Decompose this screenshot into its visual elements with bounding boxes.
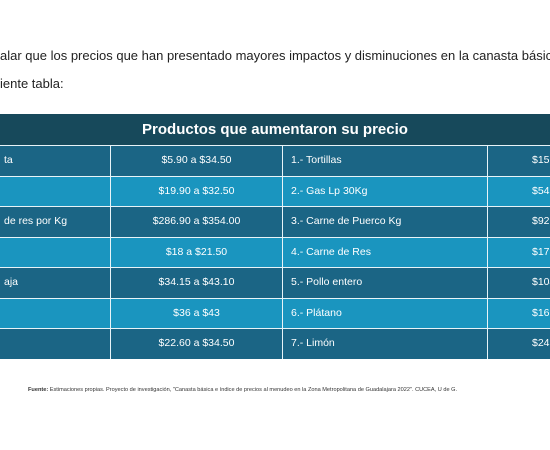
table-cell: $34.15 a $43.10 [110,268,282,298]
table-row: $22.60 a $34.507.- Limón$24.90 [0,328,550,359]
table-cell: 1.- Tortillas [282,146,487,176]
table-cell: $16 a [487,298,550,328]
table-row: de res por Kg $286.90 a $354.00 3.- Carne … [0,206,550,237]
table-cell: $15 [487,146,550,176]
table-title: Productos que aumentaron su precio [0,114,550,145]
table-cell: $5.90 a $34.50 [110,146,282,176]
table-cell: ta [4,154,13,166]
table-cell: $548 [487,176,550,206]
table-cell: 7.- Limón [282,329,487,359]
table-cell: $24.90 [487,329,550,359]
table-cell [0,299,110,329]
footnote: Fuente: Estimaciones propias. Proyecto d… [28,387,548,393]
table-cell: de res por Kg [4,215,68,227]
table-cell: $22.60 a $34.50 [110,329,282,359]
table-cell: $178 [487,237,550,267]
table-row: ta $5.90 a $34.50 1.- Tortillas $15 [0,145,550,176]
table-cell: aja [4,276,19,288]
table-cell: $104 [487,268,550,298]
table-cell: $36 a $43 [110,298,282,328]
table-cell: 4.- Carne de Res [282,237,487,267]
table-cell: $92 [487,207,550,237]
table-cell [0,238,110,268]
table-cell: 6.- Plátano [282,298,487,328]
footnote-text: Estimaciones propias. Proyecto de invest… [49,387,458,393]
table-cell: $19.90 a $32.50 [110,176,282,206]
table-row: $19.90 a $32.502.- Gas Lp 30Kg$548 [0,175,550,207]
table-row: $18 a $21.504.- Carne de Res$178 [0,236,550,268]
price-table: Productos que aumentaron su precio ta $5.… [0,114,550,360]
table-cell: 3.- Carne de Puerco Kg [282,207,487,237]
table-cell [0,329,110,359]
intro-line: iente tabla: [0,76,64,91]
table-cell: $18 a $21.50 [110,237,282,267]
table-row: aja $34.15 a $43.105.- Pollo entero$104 [0,267,550,298]
table-cell: $286.90 a $354.00 [110,207,282,237]
table-cell: 5.- Pollo entero [282,268,487,298]
table-cell: 2.- Gas Lp 30Kg [282,176,487,206]
intro-line: alar que los precios que han presentado … [0,48,550,63]
table-cell [0,177,110,207]
table-row: $36 a $436.- Plátano$16 a [0,297,550,329]
footnote-label: Fuente: [28,387,49,393]
